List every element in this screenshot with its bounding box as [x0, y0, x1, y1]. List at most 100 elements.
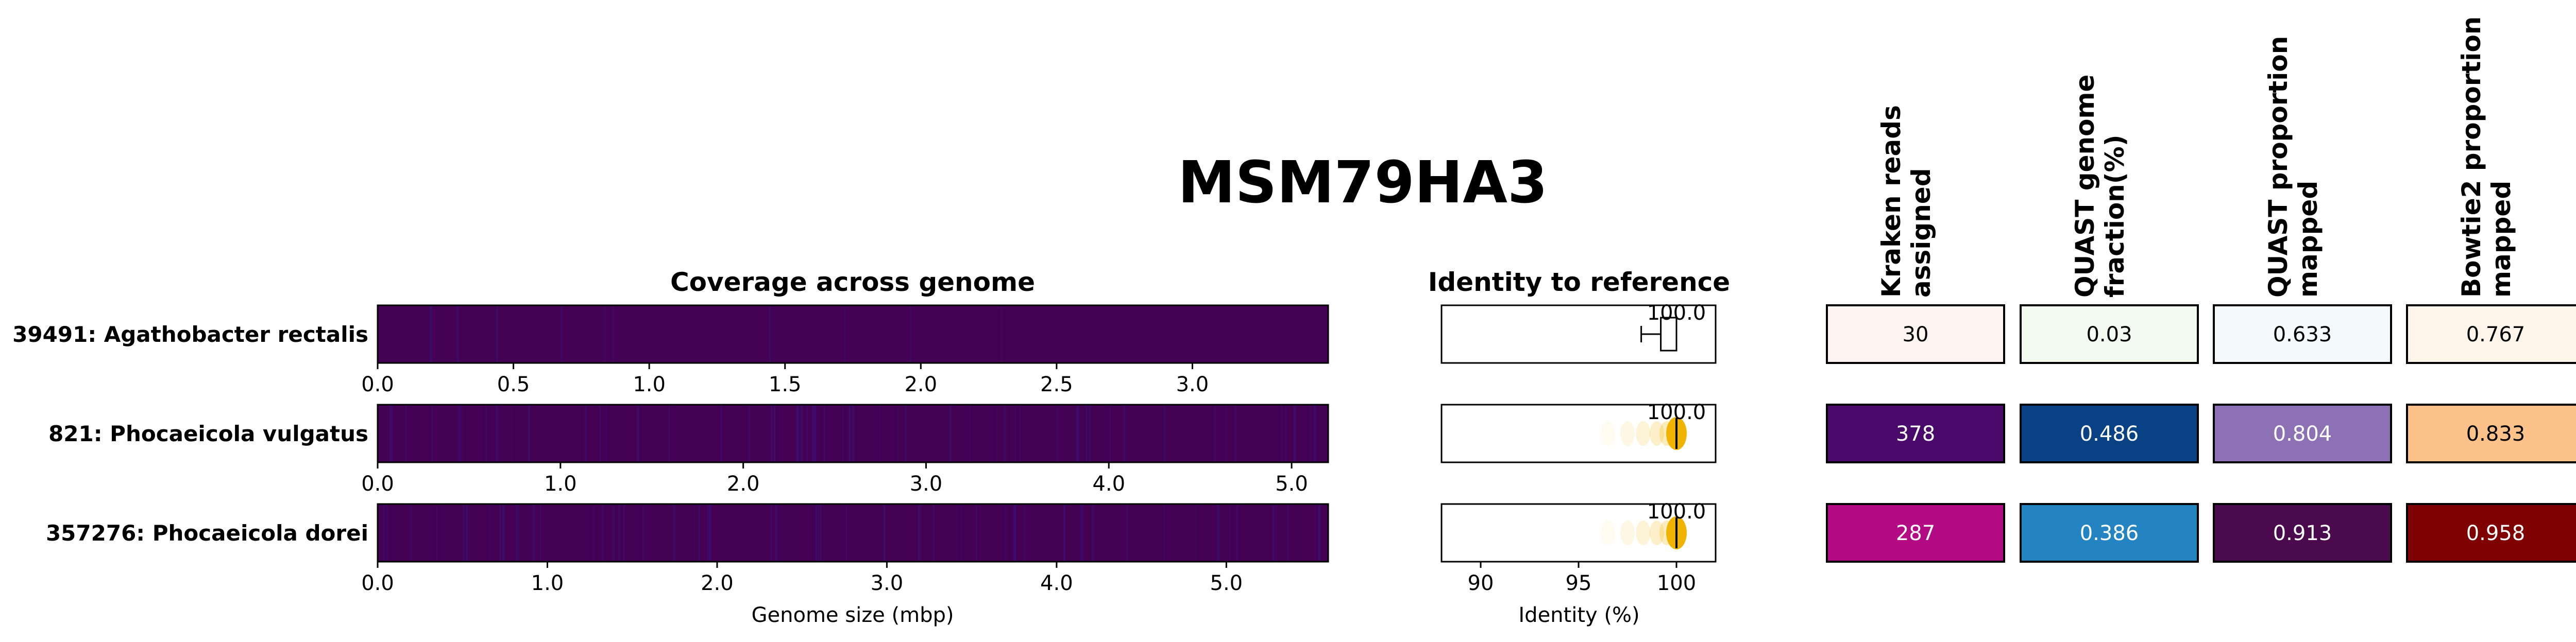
coverage-stripe: [1314, 405, 1316, 462]
coverage-stripe: [1214, 405, 1216, 462]
x-tick-label: 100: [1657, 571, 1696, 595]
coverage-stripe: [463, 504, 464, 562]
coverage-stripe: [818, 504, 819, 562]
coverage-bar: [378, 504, 1328, 562]
coverage-stripe: [496, 305, 498, 363]
coverage-stripe: [800, 405, 803, 462]
metric-cell: [2213, 404, 2392, 463]
identity-xlabel: Identity (%): [1518, 603, 1639, 627]
coverage-stripe: [806, 405, 808, 462]
identity-density: [1636, 421, 1651, 446]
median-label: 100.0: [1647, 500, 1706, 524]
coverage-xlabel: Genome size (mbp): [752, 603, 954, 627]
coverage-stripe: [391, 405, 393, 462]
coverage-stripe: [975, 504, 977, 562]
coverage-stripe: [909, 305, 912, 363]
coverage-stripe: [1088, 405, 1091, 462]
coverage-stripe: [707, 504, 709, 562]
coverage-stripe: [466, 504, 467, 562]
coverage-stripe: [383, 504, 385, 562]
coverage-stripe: [518, 504, 519, 562]
coverage-stripe: [585, 405, 587, 462]
coverage-stripe: [1163, 504, 1165, 562]
identity-panel: 100.0: [1440, 301, 1717, 364]
x-tick-label: 1.0: [633, 373, 666, 396]
coverage-stripe: [456, 305, 459, 363]
x-tick-label: 5.0: [1275, 472, 1308, 496]
x-tick-label: 4.0: [1092, 472, 1125, 496]
coverage-stripe: [405, 405, 407, 462]
coverage-stripe: [1019, 405, 1021, 462]
metric-value: 0.958: [2466, 522, 2526, 545]
coverage-stripe: [410, 504, 412, 562]
coverage-stripe: [693, 504, 695, 562]
coverage-stripe: [845, 504, 847, 562]
coverage-stripe: [1236, 504, 1239, 562]
coverage-stripe: [532, 504, 535, 562]
x-tick-label: 95: [1566, 571, 1592, 595]
coverage-stripe: [1023, 504, 1026, 562]
metric-value: 0.833: [2466, 422, 2526, 446]
x-tick-label: 1.0: [531, 571, 564, 595]
coverage-stripe: [883, 504, 886, 562]
identity-panel: 100.0: [1440, 401, 1717, 463]
coverage-stripe: [642, 504, 644, 562]
column-header-line: mapped: [2486, 181, 2516, 298]
x-tick-label: 90: [1468, 571, 1494, 595]
coverage-stripe: [1275, 504, 1277, 562]
x-tick-label: 1.0: [544, 472, 577, 496]
coverage-stripe: [1004, 504, 1006, 562]
coverage-frame: [377, 503, 1329, 563]
coverage-stripe: [1218, 504, 1220, 562]
coverage-stripe: [436, 504, 438, 562]
coverage-stripe: [1080, 504, 1082, 562]
column-header-line: mapped: [2293, 181, 2323, 298]
x-tick-label: 1.5: [769, 373, 802, 396]
coverage-stripe: [613, 504, 615, 562]
coverage-stripe: [540, 504, 541, 562]
coverage-stripe: [824, 405, 825, 462]
median-label: 100.0: [1647, 301, 1706, 325]
metric-value: 0.386: [2080, 522, 2139, 545]
coverage-stripe: [623, 504, 625, 562]
metric-value: 0.913: [2273, 522, 2332, 545]
identity-density: [1620, 421, 1635, 446]
coverage-stripe: [1109, 405, 1111, 462]
coverage-stripe: [1123, 405, 1126, 462]
coverage-stripe: [775, 504, 777, 562]
coverage-stripe: [879, 405, 880, 462]
coverage-stripe: [461, 405, 462, 462]
coverage-stripe: [1229, 504, 1231, 562]
coverage-stripe: [485, 405, 487, 462]
metric-value: 0.486: [2080, 422, 2139, 446]
coverage-stripe: [919, 504, 922, 562]
metric-value: 30: [1903, 323, 1929, 346]
metric-value: 378: [1896, 422, 1935, 446]
coverage-stripe: [770, 504, 772, 562]
x-tick-label: 0.0: [361, 472, 394, 496]
metric-cell: [2213, 304, 2392, 364]
coverage-stripe: [820, 504, 822, 562]
metrics-table: Kraken readsassigned 30 378 287 QUAST genome…: [1826, 16, 2576, 563]
metric-cell: [2406, 304, 2576, 364]
metric-value: 287: [1896, 522, 1935, 545]
coverage-stripe: [460, 405, 461, 462]
coverage-stripe: [1013, 504, 1016, 562]
coverage-stripe: [748, 405, 750, 462]
coverage-stripe: [1057, 405, 1059, 462]
coverage-stripe: [996, 405, 998, 462]
coverage-stripe: [668, 405, 670, 462]
metric-cell: [2213, 503, 2392, 563]
coverage-stripe: [1281, 405, 1283, 462]
coverage-stripe: [811, 405, 815, 462]
row-label: 39491: Agathobacter rectalis: [12, 322, 368, 347]
column-header-line: assigned: [1906, 168, 1936, 298]
identity-density: [1601, 520, 1615, 545]
row-label: 821: Phocaeicola vulgatus: [48, 421, 368, 446]
coverage-stripe: [1086, 405, 1088, 462]
identity-density: [1650, 421, 1664, 446]
metric-cell: [1826, 503, 2005, 563]
coverage-stripe: [592, 504, 595, 562]
coverage-stripe: [1313, 405, 1316, 462]
